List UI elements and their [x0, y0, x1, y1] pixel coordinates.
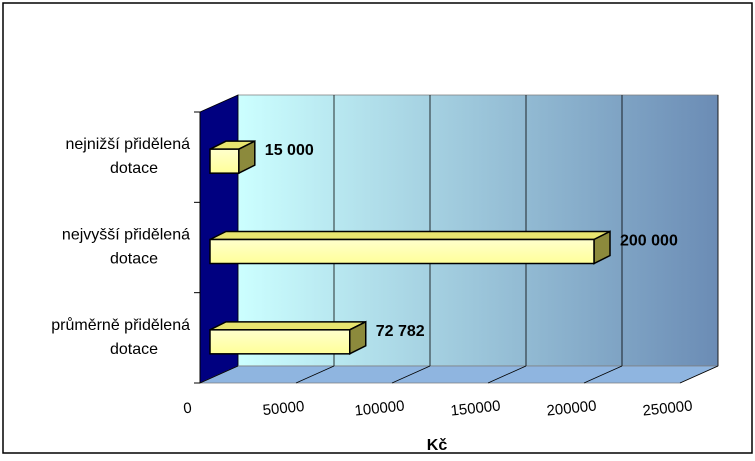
- category-label-line: nejvyšší přidělená: [62, 227, 190, 244]
- category-label: nejvyšší přidělená dotace: [62, 227, 190, 268]
- floor-gridline: [295, 365, 335, 384]
- x-tick-label: 100000: [354, 397, 406, 419]
- category-label-line: dotace: [110, 160, 158, 177]
- data-label: 72 782: [376, 323, 425, 340]
- category-label: nejnižší přidělená dotace: [65, 136, 190, 177]
- bar: [209, 320, 367, 356]
- data-label: 15 000: [265, 142, 314, 159]
- bar-front: [209, 148, 240, 174]
- floor-gridline: [679, 365, 719, 384]
- chart-floor: [199, 365, 719, 384]
- bar: [209, 230, 611, 265]
- x-tick-label: 250000: [642, 397, 694, 419]
- category-label-line: dotace: [110, 251, 158, 268]
- category-label-line: dotace: [110, 341, 158, 358]
- floor-gridline: [487, 365, 527, 384]
- bar-front: [209, 329, 351, 355]
- category-label-line: nejnižší přidělená: [65, 136, 190, 153]
- floor-gridline: [391, 365, 431, 384]
- floor-gridline: [583, 365, 623, 384]
- bar-front: [209, 238, 595, 265]
- x-axis-title: Kč: [427, 437, 448, 454]
- x-tick-label: 0: [182, 400, 192, 418]
- x-tick-label: 50000: [262, 398, 305, 419]
- x-tick-label: 200000: [546, 397, 598, 419]
- bar-top: [209, 230, 611, 241]
- category-label: průměrně přidělená dotace: [51, 316, 190, 358]
- x-tick-label: 150000: [450, 397, 502, 419]
- category-label-line: průměrně přidělená: [51, 316, 190, 334]
- floor-gridline: [199, 365, 239, 384]
- data-label: 200 000: [620, 233, 678, 250]
- bar: [209, 139, 256, 175]
- bar-top: [209, 321, 367, 331]
